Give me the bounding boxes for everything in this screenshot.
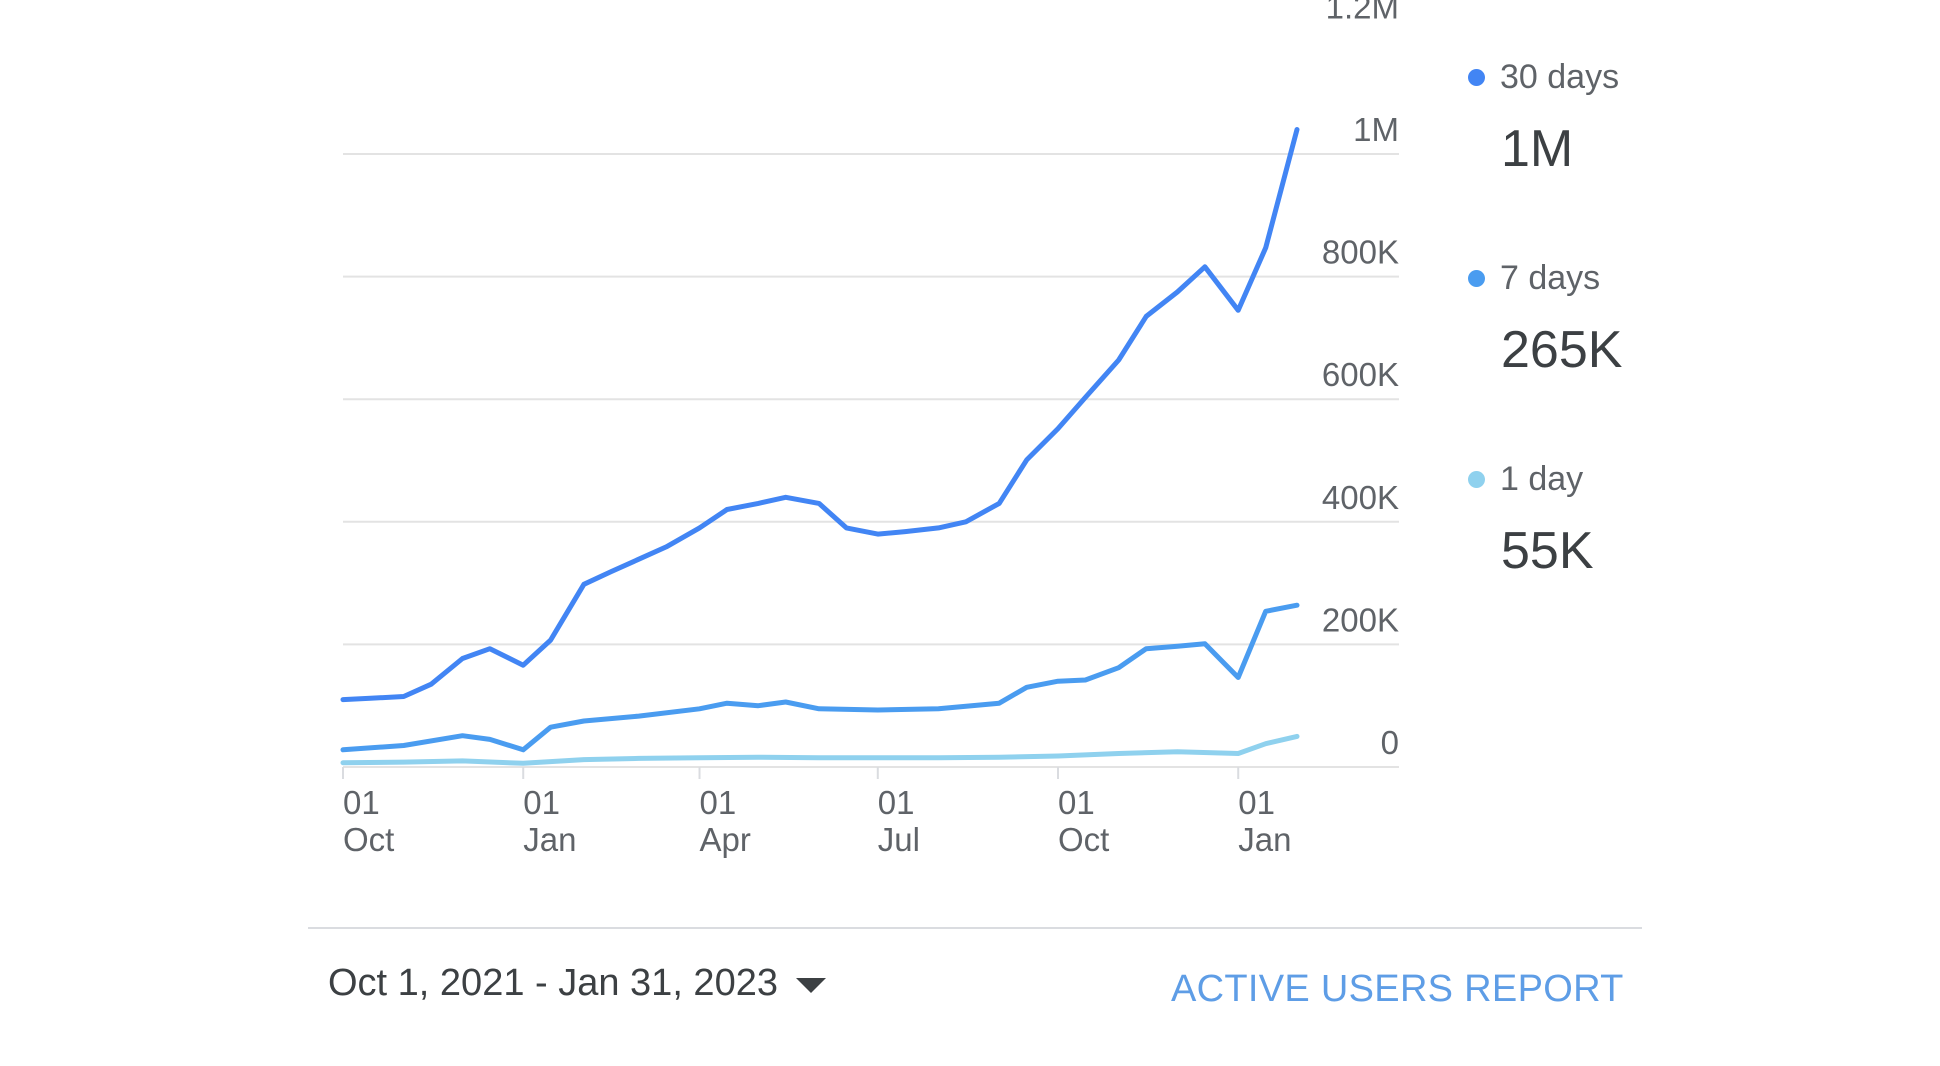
- y-tick-label: 1M: [1353, 111, 1399, 148]
- series-line-7-days: [340, 602, 1300, 753]
- y-axis: 0 200K 400K 600K 800K 1M 1.2M: [1322, 0, 1399, 761]
- x-tick-month: Jul: [878, 821, 920, 858]
- x-tick-month: Jan: [1238, 821, 1291, 858]
- series-line-1-day: [340, 733, 1300, 766]
- x-tick-day: 01: [700, 784, 737, 821]
- x-tick-day: 01: [1058, 784, 1095, 821]
- x-tick-month: Apr: [700, 821, 751, 858]
- legend-label: 7 days: [1500, 259, 1601, 297]
- caret-down-icon: [795, 978, 826, 993]
- x-tick-day: 01: [523, 784, 560, 821]
- active-users-report-link[interactable]: ACTIVE USERS REPORT: [1171, 968, 1624, 1010]
- legend-dot-icon: [1468, 69, 1485, 86]
- legend-value: 1M: [1501, 120, 1574, 178]
- x-tick-month: Jan: [523, 821, 576, 858]
- divider: [308, 927, 1642, 929]
- x-tick-day: 01: [1238, 784, 1275, 821]
- date-range-label: Oct 1, 2021 - Jan 31, 2023: [328, 962, 778, 1004]
- legend-value: 265K: [1501, 321, 1623, 379]
- series-lines: [340, 127, 1300, 766]
- x-tick-day: 01: [878, 784, 915, 821]
- y-tick-label: 0: [1381, 724, 1399, 761]
- x-tick-month: Oct: [343, 821, 394, 858]
- legend-item-30-days: 30 days 1M: [1468, 58, 1619, 179]
- legend-item-1-day: 1 day 55K: [1468, 460, 1594, 581]
- y-tick-label: 1.2M: [1326, 0, 1399, 25]
- y-tick-label: 200K: [1322, 601, 1399, 638]
- date-range-dropdown[interactable]: Oct 1, 2021 - Jan 31, 2023: [328, 962, 826, 1005]
- series-line-30-days: [340, 127, 1300, 703]
- y-tick-label: 800K: [1322, 234, 1399, 271]
- legend-dot-icon: [1468, 471, 1485, 488]
- legend-value: 55K: [1501, 522, 1594, 580]
- x-tick-day: 01: [343, 784, 380, 821]
- legend-dot-icon: [1468, 270, 1485, 287]
- x-tick-month: Oct: [1058, 821, 1109, 858]
- y-tick-label: 400K: [1322, 479, 1399, 516]
- legend-label: 30 days: [1500, 58, 1620, 96]
- grid-lines: [343, 153, 1399, 768]
- y-tick-label: 600K: [1322, 356, 1399, 393]
- legend-item-7-days: 7 days 265K: [1468, 259, 1622, 380]
- legend-label: 1 day: [1500, 460, 1584, 498]
